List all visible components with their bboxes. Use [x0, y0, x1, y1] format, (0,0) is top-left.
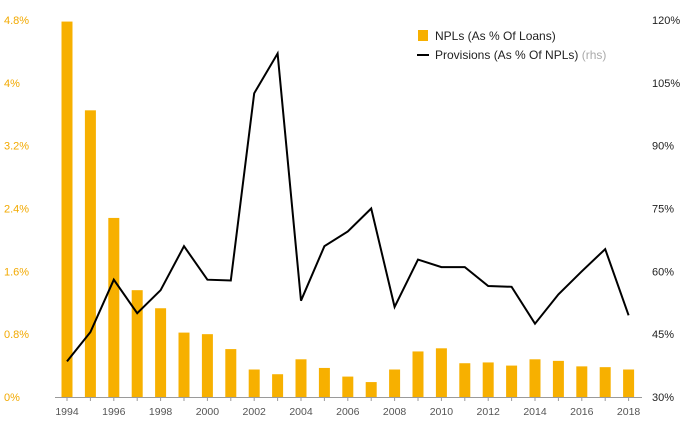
- left-tick-label: 4.8%: [4, 15, 29, 27]
- npl-bar: [295, 359, 307, 397]
- npl-bar: [131, 290, 143, 397]
- npl-bar: [506, 365, 518, 397]
- left-tick-label: 0.8%: [4, 329, 29, 341]
- x-tick-label: 2008: [383, 406, 407, 418]
- legend-bar-label: NPLs (As % Of Loans): [435, 29, 556, 43]
- x-tick-label: 2000: [196, 406, 220, 418]
- left-tick-label: 1.6%: [4, 266, 29, 278]
- npl-bar: [178, 332, 190, 397]
- x-tick-label: 1996: [102, 406, 126, 418]
- legend: NPLs (As % Of Loans) Provisions (As % Of…: [417, 29, 606, 62]
- legend-bar-swatch: [418, 30, 428, 41]
- npl-bar: [623, 369, 635, 397]
- legend-line-note: (rhs): [582, 48, 607, 62]
- right-tick-label: 120%: [652, 15, 680, 27]
- npl-bars: [61, 21, 635, 398]
- npl-bar: [389, 369, 401, 397]
- legend-line-name: Provisions (As % Of NPLs): [435, 48, 578, 62]
- x-tick-label: 2010: [430, 406, 454, 418]
- npl-bar: [412, 351, 424, 397]
- npl-bar: [248, 369, 260, 397]
- npl-bar: [576, 366, 588, 397]
- npl-bar: [552, 360, 564, 397]
- npl-bar: [155, 308, 167, 397]
- x-tick-label: 2004: [289, 406, 313, 418]
- x-tick-label: 1998: [149, 406, 173, 418]
- right-tick-label: 90%: [652, 141, 674, 153]
- npl-bar: [84, 110, 96, 398]
- x-tick-label: 2006: [336, 406, 360, 418]
- npl-bar: [365, 382, 377, 397]
- x-tick-label: 2018: [617, 406, 641, 418]
- right-tick-label: 30%: [652, 392, 674, 404]
- npl-bar: [459, 363, 471, 397]
- right-axis: 30% 45% 60% 75% 90% 105% 120%: [652, 15, 680, 404]
- left-tick-label: 0%: [4, 392, 20, 404]
- npl-bar: [108, 217, 120, 397]
- legend-line-label: Provisions (As % Of NPLs) (rhs): [435, 48, 606, 62]
- right-tick-label: 75%: [652, 204, 674, 216]
- npl-bar: [599, 367, 611, 397]
- provisions-line: [66, 50, 630, 363]
- left-tick-label: 2.4%: [4, 204, 29, 216]
- npl-bar: [61, 21, 73, 398]
- x-tick-label: 2012: [477, 406, 501, 418]
- npl-bar: [482, 362, 494, 397]
- right-tick-label: 105%: [652, 78, 680, 90]
- left-tick-label: 3.2%: [4, 141, 29, 153]
- left-axis: 0% 0.8% 1.6% 2.4% 3.2% 4% 4.8%: [4, 15, 29, 404]
- x-tick-label: 1994: [55, 406, 79, 418]
- x-tick-label: 2016: [570, 406, 594, 418]
- x-axis: 1994 1996 1998 2000 2002 2004 2006 2008 2010 2012…: [55, 397, 642, 418]
- npl-bar: [529, 359, 541, 397]
- provisions-line-group: [66, 50, 630, 363]
- npl-bar: [318, 367, 330, 397]
- left-tick-label: 4%: [4, 78, 20, 90]
- npl-bar: [225, 349, 237, 397]
- x-tick-label: 2002: [243, 406, 267, 418]
- npl-bar: [435, 348, 447, 397]
- npl-bar: [201, 334, 213, 397]
- npl-bar: [272, 374, 284, 397]
- right-tick-label: 60%: [652, 266, 674, 278]
- x-tick-label: 2014: [523, 406, 547, 418]
- npl-bar: [342, 376, 354, 397]
- right-tick-label: 45%: [652, 329, 674, 341]
